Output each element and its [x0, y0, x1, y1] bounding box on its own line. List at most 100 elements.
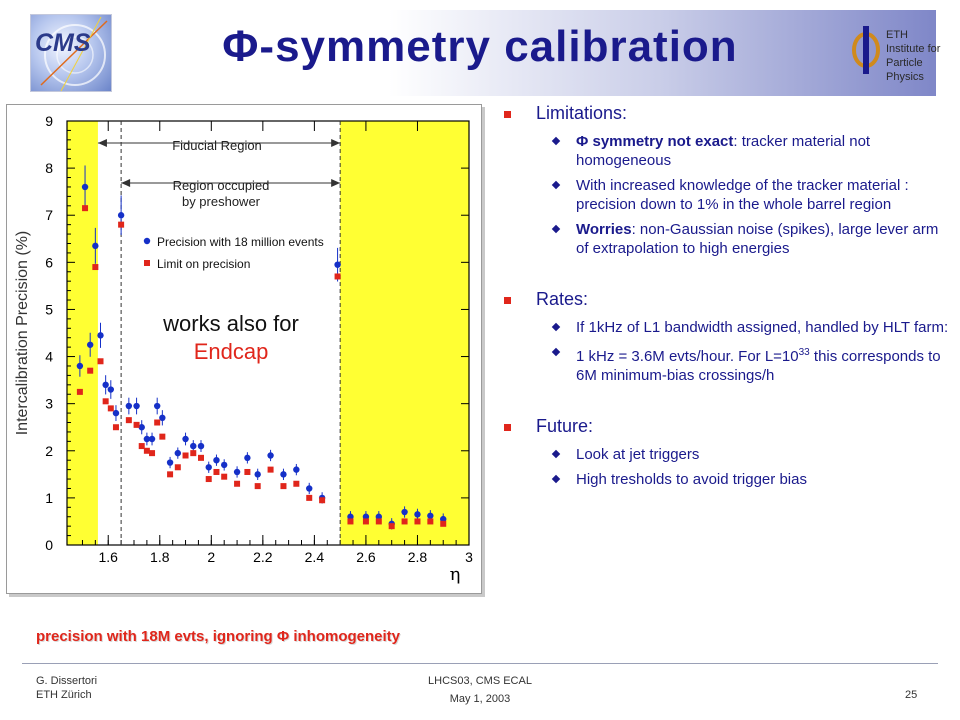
legend-label: Limit on precision — [157, 257, 250, 271]
x-tick-label: 1.6 — [98, 549, 118, 565]
bullet-list: Limitations: Φ symmetry not exact: track… — [500, 100, 950, 489]
plot-frame: 0 1 2 3 4 5 6 7 8 9 1.6 1.8 2 2.2 2.4 2.6 2.8 3 η Intercali… — [6, 104, 482, 594]
diamond-bullet-icon — [551, 449, 561, 459]
item-text: High tresholds to avoid trigger bias — [576, 471, 807, 488]
precision-point — [401, 508, 408, 516]
precision-point — [92, 242, 99, 250]
y-tick-label: 7 — [45, 207, 53, 223]
limit-point — [118, 221, 125, 228]
fiducial-arrow-head-right — [331, 139, 341, 147]
precision-point — [306, 485, 313, 492]
x-tick-label: 2.8 — [408, 549, 428, 565]
precision-point — [138, 424, 145, 431]
y-tick-label: 1 — [45, 490, 53, 506]
footer-date: May 1, 2003 — [449, 693, 511, 705]
x-tick-label: 3 — [465, 549, 473, 565]
endcap-note-line1: works also for — [163, 311, 299, 336]
cms-logo: CMS — [30, 14, 112, 92]
x-tick-label: 2 — [207, 549, 215, 565]
precision-point — [133, 402, 140, 410]
precision-point — [159, 414, 166, 421]
limit-point — [97, 358, 104, 365]
limit-point — [205, 476, 212, 483]
precision-point — [143, 435, 151, 443]
limit-point — [138, 443, 145, 450]
x-tick-label: 1.8 — [150, 549, 170, 565]
limit-point — [190, 450, 197, 457]
fiducial-annotation: Fiducial Region — [172, 138, 262, 153]
eth-logo: ETH Institute for Particle Physics — [848, 20, 948, 83]
precision-point — [244, 454, 251, 462]
precision-point — [117, 212, 125, 219]
limit-point — [76, 388, 83, 395]
heading-text: Future: — [536, 416, 594, 436]
precision-point — [190, 442, 197, 450]
y-tick-label: 5 — [45, 301, 53, 317]
limit-point — [347, 518, 354, 525]
limit-point — [87, 367, 94, 374]
limit-point — [174, 464, 181, 471]
list-item: High tresholds to avoid trigger bias — [500, 470, 950, 489]
limit-point — [334, 273, 341, 280]
limit-point — [133, 421, 140, 428]
precision-point — [334, 261, 341, 268]
limit-point — [143, 447, 150, 454]
right-excluded-band — [340, 121, 469, 545]
slide-title: Φ-symmetry calibration — [222, 22, 738, 71]
preshower-annotation-line2: by preshower — [182, 194, 261, 209]
limit-point — [427, 518, 434, 525]
item-superscript: 33 — [798, 347, 810, 358]
item-text: : tracker material not homogeneous — [576, 133, 871, 169]
precision-point — [440, 515, 447, 523]
precision-point — [102, 381, 109, 389]
endcap-note: works also for Endcap — [146, 310, 316, 366]
x-axis-label: η — [450, 564, 461, 585]
precision-point — [213, 457, 220, 464]
precision-point — [125, 402, 133, 410]
precision-point — [293, 466, 300, 473]
y-tick-label: 6 — [45, 254, 53, 270]
legend-marker-limit — [144, 260, 150, 266]
precision-point — [76, 362, 84, 370]
square-bullet-icon — [504, 111, 511, 118]
diamond-bullet-icon — [551, 136, 561, 146]
limit-point — [388, 523, 395, 530]
diamond-bullet-icon — [551, 347, 561, 357]
heading-text: Limitations: — [536, 103, 628, 123]
limit-point — [267, 466, 274, 473]
precision-point — [205, 464, 212, 471]
precision-point — [267, 452, 274, 459]
limit-point — [92, 264, 99, 271]
limit-point — [182, 452, 189, 459]
footer-page-number: 25 — [905, 689, 918, 701]
y-tick-label: 8 — [45, 160, 53, 176]
preshower-arrow-head-right — [331, 179, 341, 187]
precision-point — [233, 468, 241, 476]
limit-point — [159, 433, 166, 440]
limit-point — [167, 471, 174, 478]
precision-point — [427, 512, 434, 519]
item-text: 1 kHz = 3.6M evts/hour. For L=10 — [576, 348, 799, 365]
precision-point — [197, 442, 205, 450]
preshower-annotation-line1: Region occupied — [173, 178, 270, 193]
section-heading-limitations: Limitations: — [500, 102, 950, 124]
precision-point — [174, 449, 182, 457]
footer-divider — [22, 663, 938, 664]
limit-point — [254, 483, 261, 490]
list-item: With increased knowledge of the tracker … — [500, 176, 950, 214]
limit-point — [244, 468, 251, 475]
precision-point — [182, 435, 189, 443]
precision-point — [148, 435, 156, 443]
eth-logo-line2: Particle Physics — [886, 57, 924, 83]
y-axis-label: Intercalibration Precision (%) — [14, 231, 31, 436]
section-heading-future: Future: — [500, 415, 950, 437]
footer-author: G. Dissertori — [36, 675, 98, 687]
limit-point — [362, 518, 369, 525]
limit-point — [149, 450, 156, 457]
item-text: If 1kHz of L1 bandwidth assigned, handle… — [576, 319, 949, 336]
item-text: : non-Gaussian noise (spikes), large lev… — [576, 221, 939, 257]
precision-point — [254, 471, 261, 478]
limit-point — [125, 417, 132, 424]
precision-point — [347, 513, 354, 520]
